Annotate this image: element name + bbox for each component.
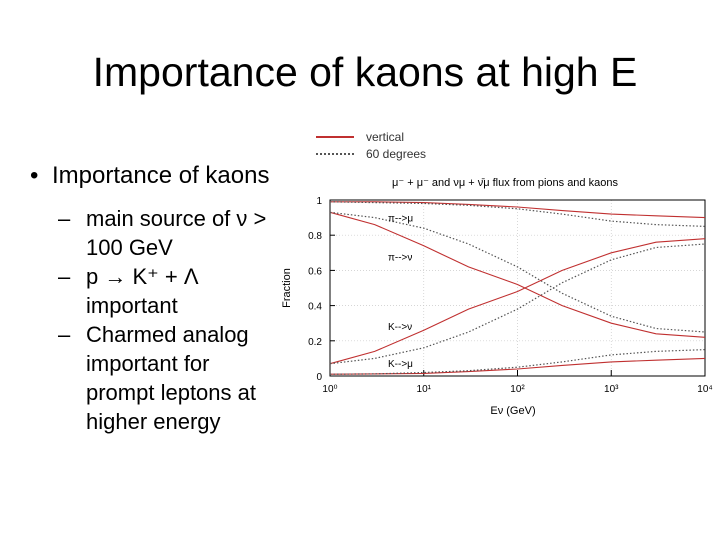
chart-legend: vertical 60 degrees <box>316 128 426 162</box>
annotation-label: K-->μ <box>388 359 413 370</box>
legend-item-60-degrees: 60 degrees <box>316 145 426 162</box>
series-line-k-dotted <box>329 349 706 375</box>
y-tick-label: 0 <box>316 372 322 383</box>
annotation-label: K-->ν <box>388 322 412 333</box>
y-tick-label: 0.2 <box>308 337 322 348</box>
subbullet-item: – p → K⁺ + Λ important <box>58 262 280 320</box>
x-axis-label: Eν (GeV) <box>490 405 535 417</box>
annotation-label: π-->ν <box>388 252 412 263</box>
legend-swatch-dotted <box>316 152 354 155</box>
subbullet-marker: – <box>58 206 71 231</box>
subbullet-list: – main source of ν > 100 GeV – p → K⁺ + … <box>58 204 280 436</box>
y-axis-label: Fraction <box>281 268 293 308</box>
series-line-π-dotted <box>329 211 706 333</box>
series-group <box>329 201 706 375</box>
series-line-π-dotted <box>329 201 706 227</box>
x-tick-label: 10¹ <box>417 384 432 395</box>
x-tick-label: 10⁴ <box>697 384 712 395</box>
legend-item-vertical: vertical <box>316 128 426 145</box>
series-line-k-solid <box>329 238 706 365</box>
annotations: π-->μ π-->ν K-->ν K-->μ <box>388 214 413 370</box>
subbullet-item: – main source of ν > 100 GeV <box>58 204 280 262</box>
axis-ticks: 0 0.2 0.4 0.6 0.8 1 10⁰ 10¹ 10² 10³ 10⁴ <box>308 196 713 395</box>
subbullet-text: p → K⁺ + Λ important <box>86 264 198 318</box>
slide-title: Importance of kaons at high E <box>92 49 638 95</box>
subbullet-text: main source of ν > 100 GeV <box>86 206 267 260</box>
grid <box>329 199 706 377</box>
bullet-marker: • <box>30 162 39 189</box>
y-tick-label: 0.8 <box>308 231 322 242</box>
annotation-label: π-->μ <box>388 214 413 225</box>
subbullet-item: – Charmed analog important for prompt le… <box>58 320 280 436</box>
legend-swatch-solid <box>316 135 354 138</box>
legend-label: 60 degrees <box>366 146 427 161</box>
subbullet-marker: – <box>58 322 71 347</box>
y-tick-label: 1 <box>316 196 322 207</box>
subbullet-marker: – <box>58 264 71 289</box>
series-line-k-dotted <box>329 243 706 365</box>
bullet-item: • Importance of kaons <box>30 160 280 192</box>
subbullet-text: Charmed analog important for prompt lept… <box>86 322 256 434</box>
legend-label: vertical <box>366 129 405 144</box>
kaon-fraction-chart: 0 0.2 0.4 0.6 0.8 1 10⁰ 10¹ 10² 10³ 10⁴ π-->μ π-->ν… <box>281 177 713 417</box>
x-tick-label: 10³ <box>604 384 619 395</box>
x-tick-label: 10² <box>510 384 525 395</box>
y-tick-label: 0.6 <box>308 266 322 277</box>
series-line-π-solid <box>329 211 706 338</box>
series-line-π-solid <box>330 201 706 219</box>
series-line-k-solid <box>329 357 706 375</box>
x-tick-label: 10⁰ <box>322 384 337 395</box>
chart-title: μ⁻ + μ⁻ and νμ + ν̄μ flux from pions and… <box>392 177 618 189</box>
y-tick-label: 0.4 <box>308 302 322 313</box>
bullet-list: • Importance of kaons – main source of ν… <box>30 160 280 436</box>
bullet-text: Importance of kaons <box>52 162 270 189</box>
